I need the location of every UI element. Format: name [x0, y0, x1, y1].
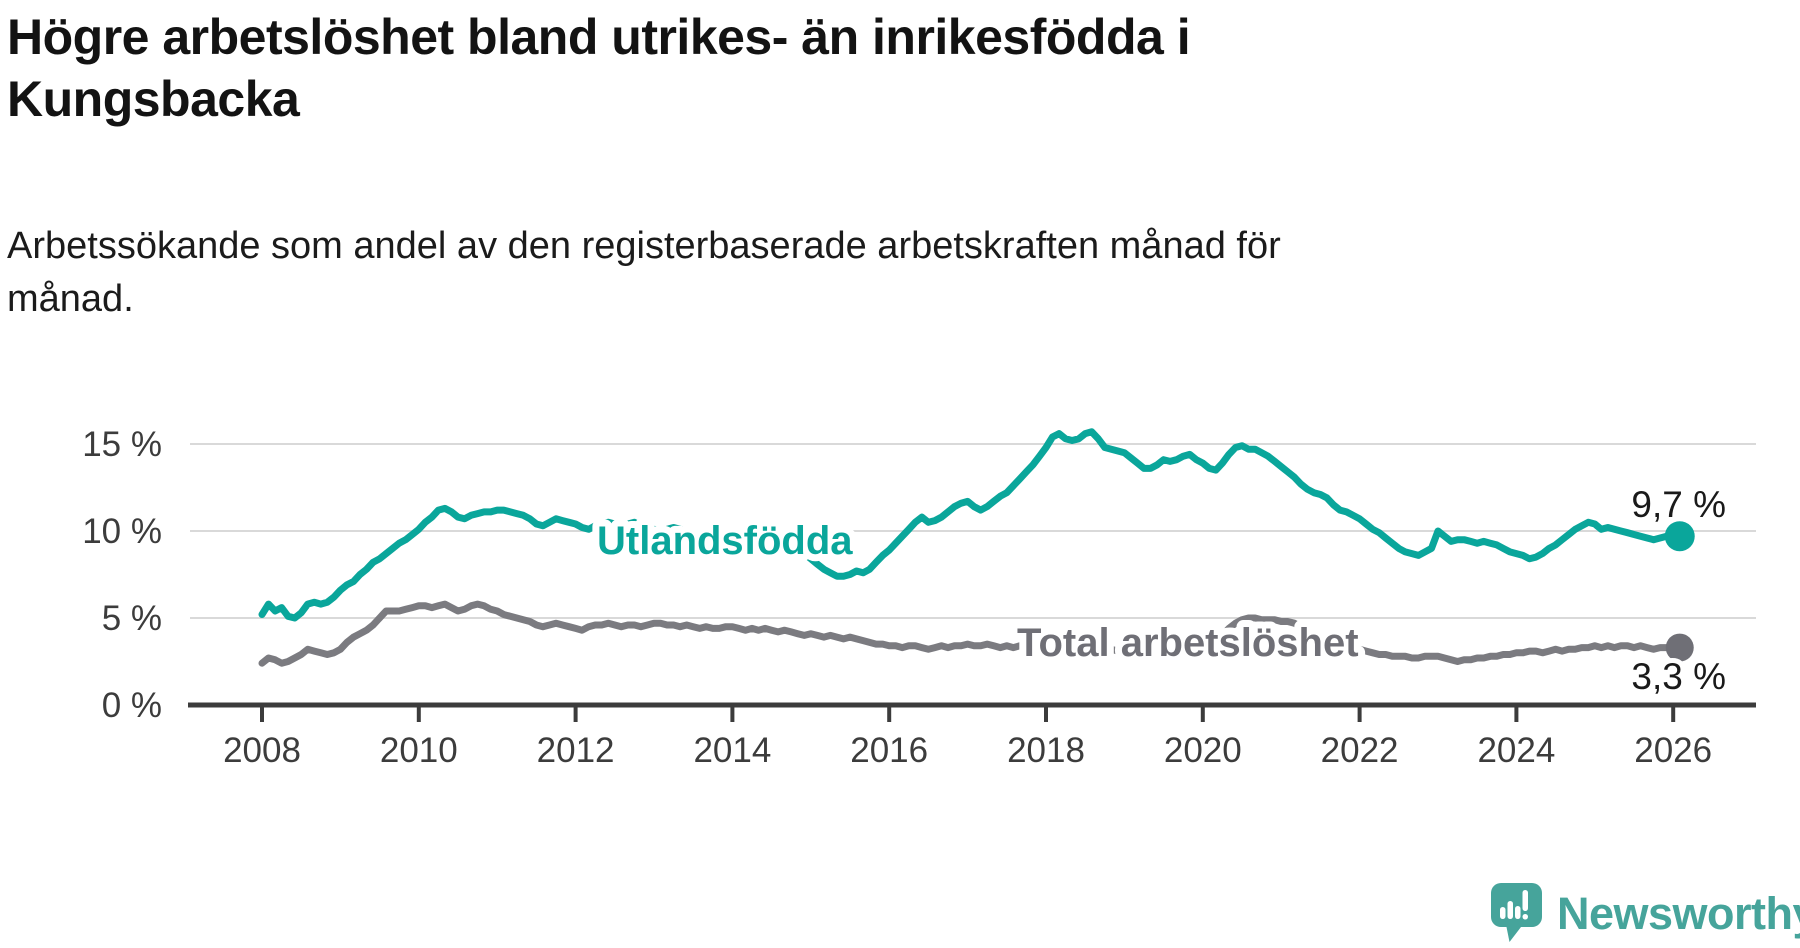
- end-dot-utlandsfodda: [1664, 521, 1695, 552]
- exclamation-glyph: [1522, 890, 1528, 920]
- bar-chart-glyph: [1500, 901, 1521, 919]
- end-value-label-utlandsfodda: 9,7 %: [1631, 484, 1726, 525]
- chart-title: Högre arbetslöshet bland utrikes- än inr…: [7, 9, 1191, 127]
- x-tick-label: 2010: [380, 731, 458, 770]
- newsworthy-logo[interactable]: Newsworthy: [1490, 882, 1800, 945]
- y-tick-label: 0 %: [102, 686, 162, 725]
- series-label-utlandsfodda: Utlandsfödda: [597, 519, 853, 563]
- x-tick-label: 2026: [1634, 731, 1712, 770]
- series-line-utlandsfodda: [258, 428, 1684, 622]
- series-label-total: Total arbetslöshet: [1017, 621, 1359, 665]
- newsworthy-logo-text: Newsworthy: [1557, 887, 1800, 939]
- series-line-total: [258, 600, 1684, 667]
- end-value-label-total: 3,3 %: [1631, 656, 1726, 697]
- newsworthy-logo-icon: [1491, 883, 1542, 942]
- x-tick-label: 2016: [850, 731, 928, 770]
- x-tick-label: 2008: [223, 731, 301, 770]
- x-tick-label: 2020: [1164, 731, 1242, 770]
- end-dot-total: [1665, 633, 1694, 662]
- y-tick-label: 10 %: [82, 512, 162, 551]
- x-tick-label: 2018: [1007, 731, 1085, 770]
- chart-subtitle: Arbetssökande som andel av den registerb…: [7, 225, 1281, 320]
- x-tick-label: 2014: [693, 731, 771, 770]
- x-tick-label: 2024: [1477, 731, 1555, 770]
- x-tick-label: 2022: [1321, 731, 1399, 770]
- y-tick-label: 15 %: [82, 425, 162, 464]
- x-tick-label: 2012: [537, 731, 615, 770]
- y-tick-label: 5 %: [102, 599, 162, 638]
